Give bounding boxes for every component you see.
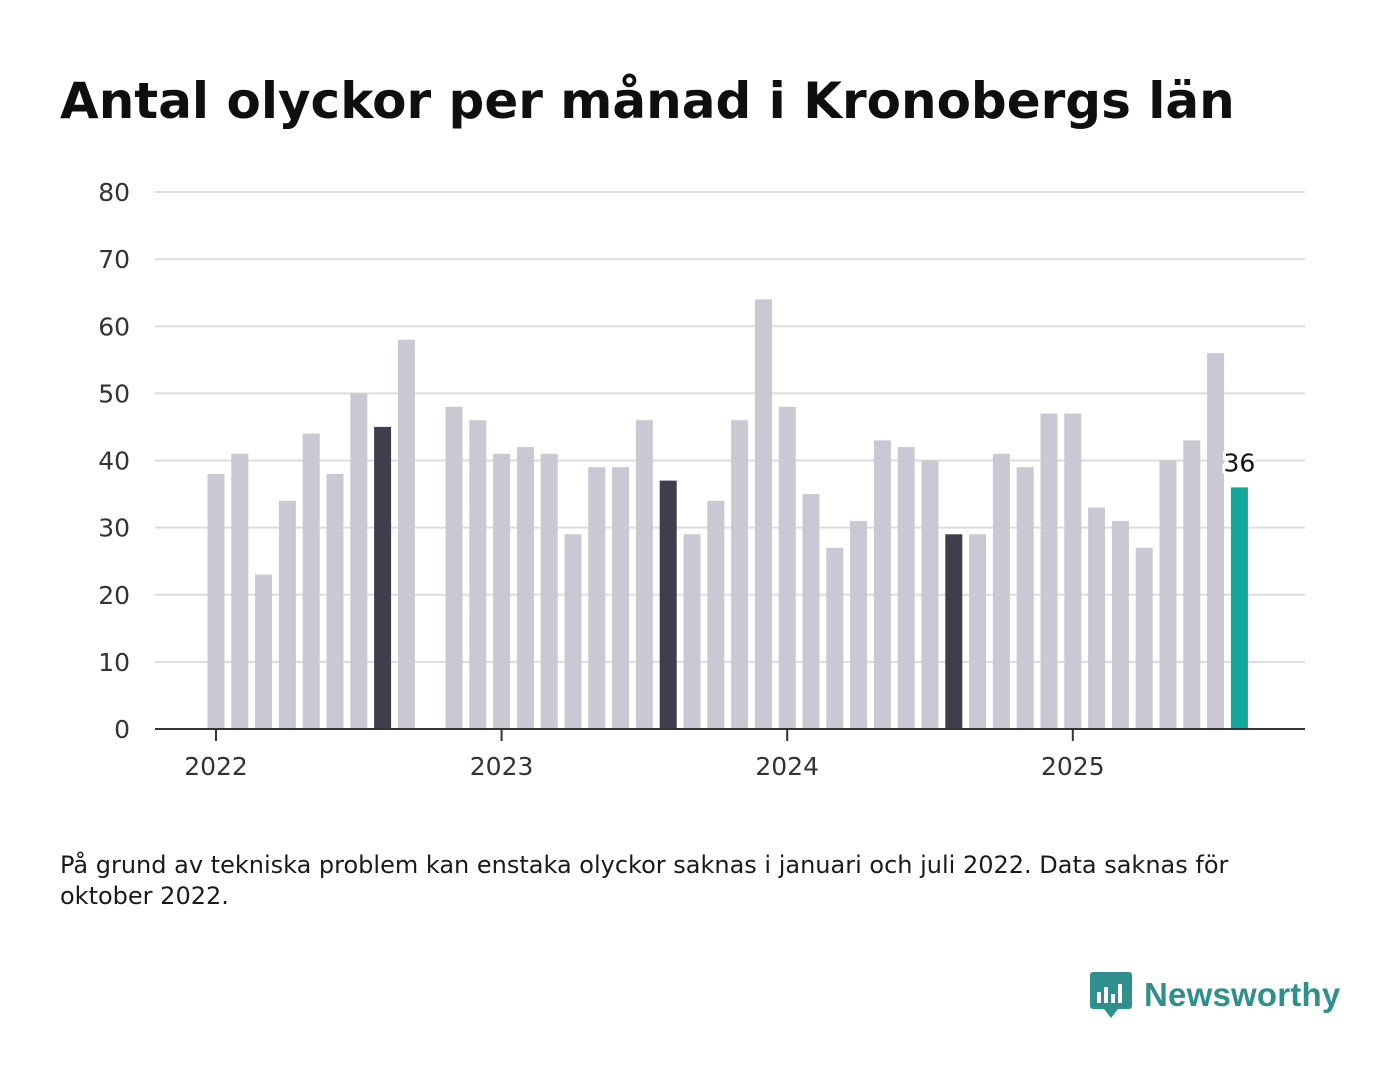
bar-2023-12	[754, 299, 772, 729]
bar-2024-04	[850, 520, 868, 729]
y-tick-label: 20	[98, 581, 130, 610]
bar-2022-07	[350, 393, 368, 729]
bar-2022-11	[445, 406, 463, 729]
bar-2022-09	[397, 339, 415, 729]
bar-2022-04	[278, 500, 296, 729]
bar-2023-05	[588, 467, 606, 729]
bar-chart: 0 10 20 30 40 50 60 70 80 2022 2023 2024 2025 36	[98, 178, 1305, 781]
bar-2023-02	[516, 447, 534, 729]
bar-2023-03	[540, 453, 558, 729]
bar-2024-10	[992, 453, 1010, 729]
y-tick-label: 80	[98, 178, 130, 207]
bar-2025-04	[1135, 547, 1153, 729]
bar-2024-11	[1016, 467, 1034, 729]
x-tick-label: 2023	[470, 752, 534, 781]
x-tick-label: 2024	[755, 752, 819, 781]
bar-2023-06	[612, 467, 630, 729]
gridlines	[155, 191, 1305, 663]
bar-2025-05	[1159, 460, 1177, 729]
y-tick-label: 40	[98, 447, 130, 476]
bar-2023-10	[707, 500, 725, 729]
bar-2022-06	[326, 473, 344, 729]
bar-2025-08	[1230, 487, 1248, 729]
bar-2023-11	[731, 420, 749, 729]
value-labels: 36	[1220, 445, 1258, 480]
brand-logo: Newsworthy	[1090, 970, 1340, 1020]
bar-2022-08	[374, 426, 392, 729]
y-tick-label: 50	[98, 379, 130, 408]
bar-2024-06	[897, 447, 915, 729]
bar-2025-01	[1064, 413, 1082, 729]
bar-2024-12	[1040, 413, 1058, 729]
bar-2024-03	[826, 547, 844, 729]
bar-2023-09	[683, 534, 701, 729]
bar-2022-02	[231, 453, 249, 729]
x-axis-tick-labels: 2022 2023 2024 2025	[184, 752, 1104, 781]
bar-2025-06	[1183, 440, 1201, 729]
bar-2024-05	[873, 440, 891, 729]
footnote: På grund av tekniska problem kan enstaka…	[60, 851, 1229, 910]
bars	[207, 299, 1248, 729]
x-tick-label: 2022	[184, 752, 248, 781]
bar-2022-12	[469, 420, 487, 729]
bar-2023-04	[564, 534, 582, 729]
y-axis-tick-labels: 0 10 20 30 40 50 60 70 80	[98, 178, 130, 744]
bar-2023-07	[635, 420, 653, 729]
x-tick-label: 2025	[1041, 752, 1105, 781]
bar-2023-01	[493, 453, 511, 729]
y-tick-label: 30	[98, 514, 130, 543]
bar-2024-09	[969, 534, 987, 729]
bar-2022-03	[255, 574, 273, 729]
y-tick-label: 0	[114, 715, 130, 744]
bar-2022-01	[207, 473, 225, 729]
x-axis	[155, 728, 1305, 741]
chart-title: Antal olyckor per månad i Kronobergs län	[60, 72, 1235, 130]
newsworthy-logo-icon	[1090, 972, 1132, 1018]
bar-2024-01	[778, 406, 796, 729]
bar-2024-02	[802, 494, 820, 729]
y-tick-label: 70	[98, 245, 130, 274]
bar-2024-08	[945, 534, 963, 729]
y-tick-label: 10	[98, 648, 130, 677]
brand-name: Newsworthy	[1144, 976, 1341, 1013]
bar-2025-03	[1111, 520, 1129, 729]
value-label: 36	[1223, 448, 1255, 477]
bar-2025-02	[1088, 507, 1106, 729]
bar-2024-07	[921, 460, 939, 729]
bar-2025-07	[1207, 353, 1225, 729]
y-tick-label: 60	[98, 312, 130, 341]
bar-2023-08	[659, 480, 677, 729]
bar-2022-05	[302, 433, 320, 729]
